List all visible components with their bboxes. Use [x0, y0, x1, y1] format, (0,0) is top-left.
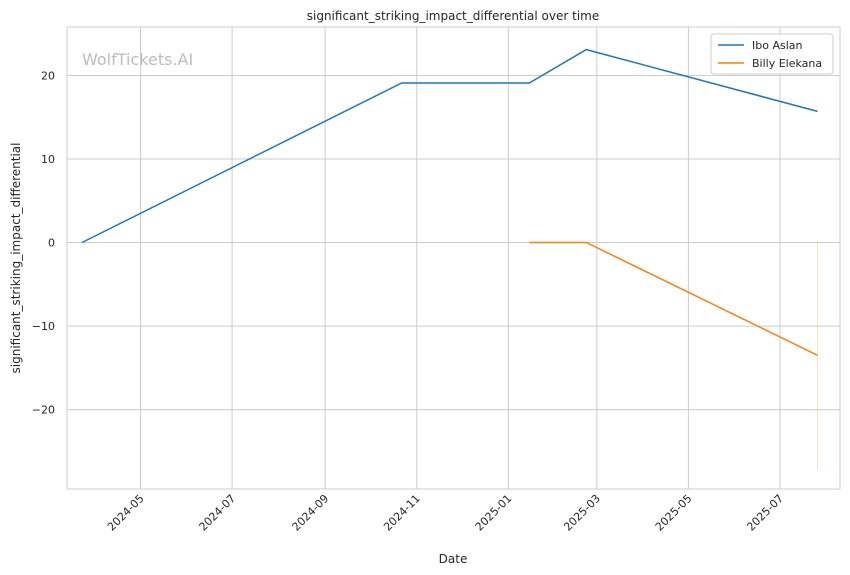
- x-tick-label: 2025-03: [561, 492, 603, 534]
- series-line-ibo-aslan: [81, 48, 818, 244]
- grid-lines: [67, 27, 840, 489]
- x-axis-title: Date: [439, 552, 468, 566]
- y-tick-label: −20: [32, 404, 55, 417]
- plot-area: [67, 27, 840, 489]
- x-tick-label: 2024-09: [290, 492, 332, 534]
- x-tick-label: 2024-11: [381, 492, 423, 534]
- legend-label-ibo-aslan: Ibo Aslan: [752, 39, 803, 52]
- x-tick-label: 2025-07: [744, 492, 786, 534]
- x-tick-labels: 2024-05 2024-07 2024-09 2024-11 2025-01 2025-…: [105, 492, 786, 534]
- x-tick-label: 2025-05: [653, 492, 695, 534]
- y-tick-label: 0: [48, 237, 55, 250]
- legend-label-billy-elekana: Billy Elekana: [752, 57, 822, 70]
- y-tick-label: 10: [41, 153, 55, 166]
- legend: Ibo Aslan Billy Elekana: [710, 33, 834, 75]
- watermark: WolfTickets.AI: [82, 50, 193, 69]
- plot-border: [66, 26, 841, 490]
- x-tick-label: 2025-01: [473, 492, 515, 534]
- y-axis-title: significant_striking_impact_differential: [9, 143, 23, 374]
- series-line-billy-elekana: [529, 241, 818, 356]
- y-tick-label: −10: [32, 320, 55, 333]
- series-lines: [81, 48, 818, 356]
- chart-title: significant_striking_impact_differential…: [307, 9, 599, 23]
- x-tick-label: 2024-05: [105, 492, 147, 534]
- y-tick-labels: 20 10 0 −10 −20: [32, 69, 55, 416]
- legend-box: [710, 33, 834, 75]
- y-tick-label: 20: [41, 69, 55, 82]
- x-tick-label: 2024-07: [197, 492, 239, 534]
